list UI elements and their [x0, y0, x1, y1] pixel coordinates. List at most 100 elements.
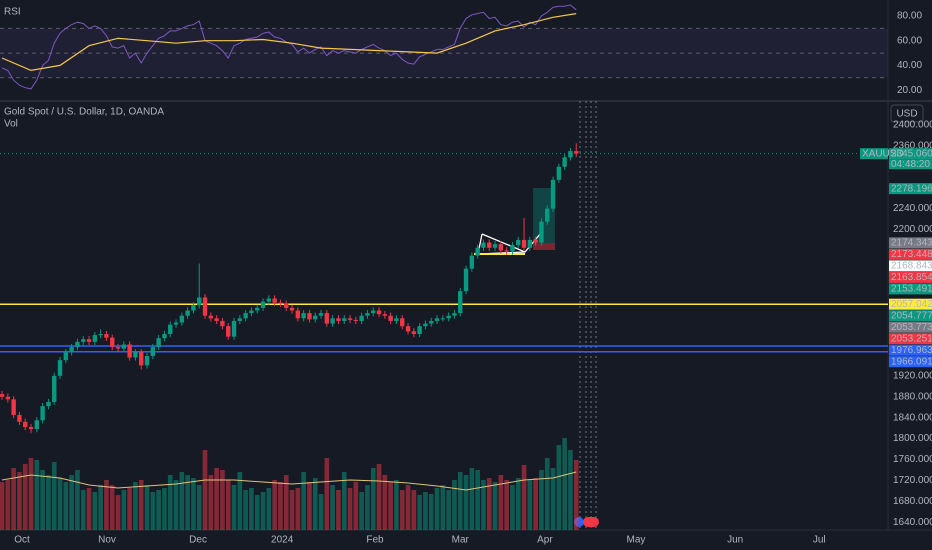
- x-tick-label: Feb: [366, 535, 384, 546]
- rsi-tick-label: 60.00: [897, 35, 922, 46]
- x-tick-label: Dec: [189, 535, 207, 546]
- volume-bar: [243, 490, 248, 530]
- rsi-tick-label: 20.00: [897, 85, 922, 96]
- candle-body: [46, 401, 51, 407]
- candle-body: [144, 355, 150, 366]
- x-tick-label: Apr: [537, 535, 553, 546]
- y-tick-label: 1760.000: [893, 454, 932, 465]
- volume-bar: [434, 488, 440, 530]
- volume-bar: [266, 488, 272, 530]
- price-label-box: [889, 321, 932, 333]
- volume-bar: [330, 485, 335, 530]
- candle-body: [17, 415, 22, 422]
- price-label-box: [889, 298, 932, 310]
- candle-body: [278, 302, 283, 304]
- candle-body: [539, 221, 544, 243]
- price-label-box: [889, 344, 932, 356]
- volume-bar: [220, 470, 225, 530]
- volume-bar: [469, 468, 475, 530]
- volume-bar: [312, 478, 318, 530]
- volume-bar: [127, 488, 132, 530]
- candle-body: [307, 313, 312, 320]
- volume-bar: [144, 485, 150, 530]
- candle-body: [63, 352, 69, 361]
- price-label-box: [889, 183, 932, 195]
- volume-bar: [417, 495, 422, 530]
- candle-body: [498, 244, 504, 251]
- candle-body: [133, 352, 138, 358]
- currency-button[interactable]: [890, 104, 924, 123]
- volume-bar: [92, 492, 98, 530]
- candle-body: [492, 244, 498, 248]
- volume-bar: [63, 482, 69, 530]
- volume-bar: [359, 492, 364, 530]
- volume-bar: [225, 480, 231, 530]
- y-tick-label: 2200.000: [893, 224, 932, 235]
- candle-body: [168, 324, 173, 335]
- candle-body: [452, 313, 457, 316]
- candle-body: [231, 320, 237, 337]
- volume-bar: [191, 478, 196, 530]
- y-tick-label: 2240.000: [893, 203, 932, 214]
- volume-ma-line: [1, 471, 577, 491]
- volume-bar: [515, 478, 521, 530]
- price-label-box: [889, 283, 932, 295]
- symbol-box: [860, 148, 888, 160]
- candle-body: [52, 375, 57, 402]
- candle-body: [336, 318, 341, 321]
- candle-body: [75, 341, 80, 348]
- volume-bar: [22, 464, 28, 530]
- candle-body: [568, 151, 573, 158]
- candle-body: [185, 310, 190, 316]
- candle-body: [208, 315, 214, 319]
- volume-bar: [17, 472, 22, 530]
- volume-bar: [376, 464, 382, 530]
- long-position-profit: [533, 188, 555, 243]
- volume-bar: [446, 490, 451, 530]
- event-flag[interactable]: [583, 517, 599, 527]
- candle-body: [434, 318, 440, 321]
- candle-body: [405, 326, 411, 332]
- candle-body: [429, 320, 434, 324]
- price-label-box: [889, 271, 932, 283]
- candle-body: [156, 338, 161, 348]
- volume-bar: [498, 475, 504, 530]
- volume-bar: [573, 460, 579, 530]
- volume-bar: [481, 480, 486, 530]
- candle-body: [226, 326, 231, 337]
- countdown-box: [889, 159, 932, 170]
- volume-bar: [521, 465, 527, 530]
- volume-bar: [562, 438, 567, 530]
- volume-bar: [11, 468, 16, 530]
- candle-body: [5, 396, 11, 400]
- candle-body: [115, 347, 121, 349]
- volume-bar: [0, 482, 5, 530]
- volume-bar: [283, 475, 289, 530]
- rsi-ma-line: [1, 13, 577, 72]
- volume-bar: [486, 478, 492, 530]
- candle-body: [574, 151, 579, 154]
- x-tick-label: 2024: [271, 535, 294, 546]
- candle-body: [266, 298, 272, 302]
- candle-body: [371, 310, 376, 314]
- candle-body: [504, 250, 509, 252]
- candle-body: [86, 339, 92, 342]
- volume-bar: [40, 470, 45, 530]
- chart-title: Gold Spot / U.S. Dollar, 1D, OANDA: [4, 107, 164, 118]
- volume-bar: [278, 482, 283, 530]
- y-tick-label: 1720.000: [893, 475, 932, 486]
- x-tick-label: Oct: [14, 535, 30, 546]
- volume-bar: [324, 458, 330, 530]
- volume-bar: [104, 480, 109, 530]
- volume-bar: [440, 485, 446, 530]
- volume-bar: [544, 458, 550, 530]
- volume-bar: [162, 488, 167, 530]
- volume-bar: [463, 475, 469, 530]
- volume-bar: [80, 490, 86, 530]
- y-tick-label: 1800.000: [893, 433, 932, 444]
- candle-body: [69, 347, 74, 353]
- candle-body: [417, 326, 422, 335]
- candle-body: [423, 323, 428, 327]
- volume-bar: [289, 490, 295, 530]
- currency[interactable]: USD: [896, 109, 917, 120]
